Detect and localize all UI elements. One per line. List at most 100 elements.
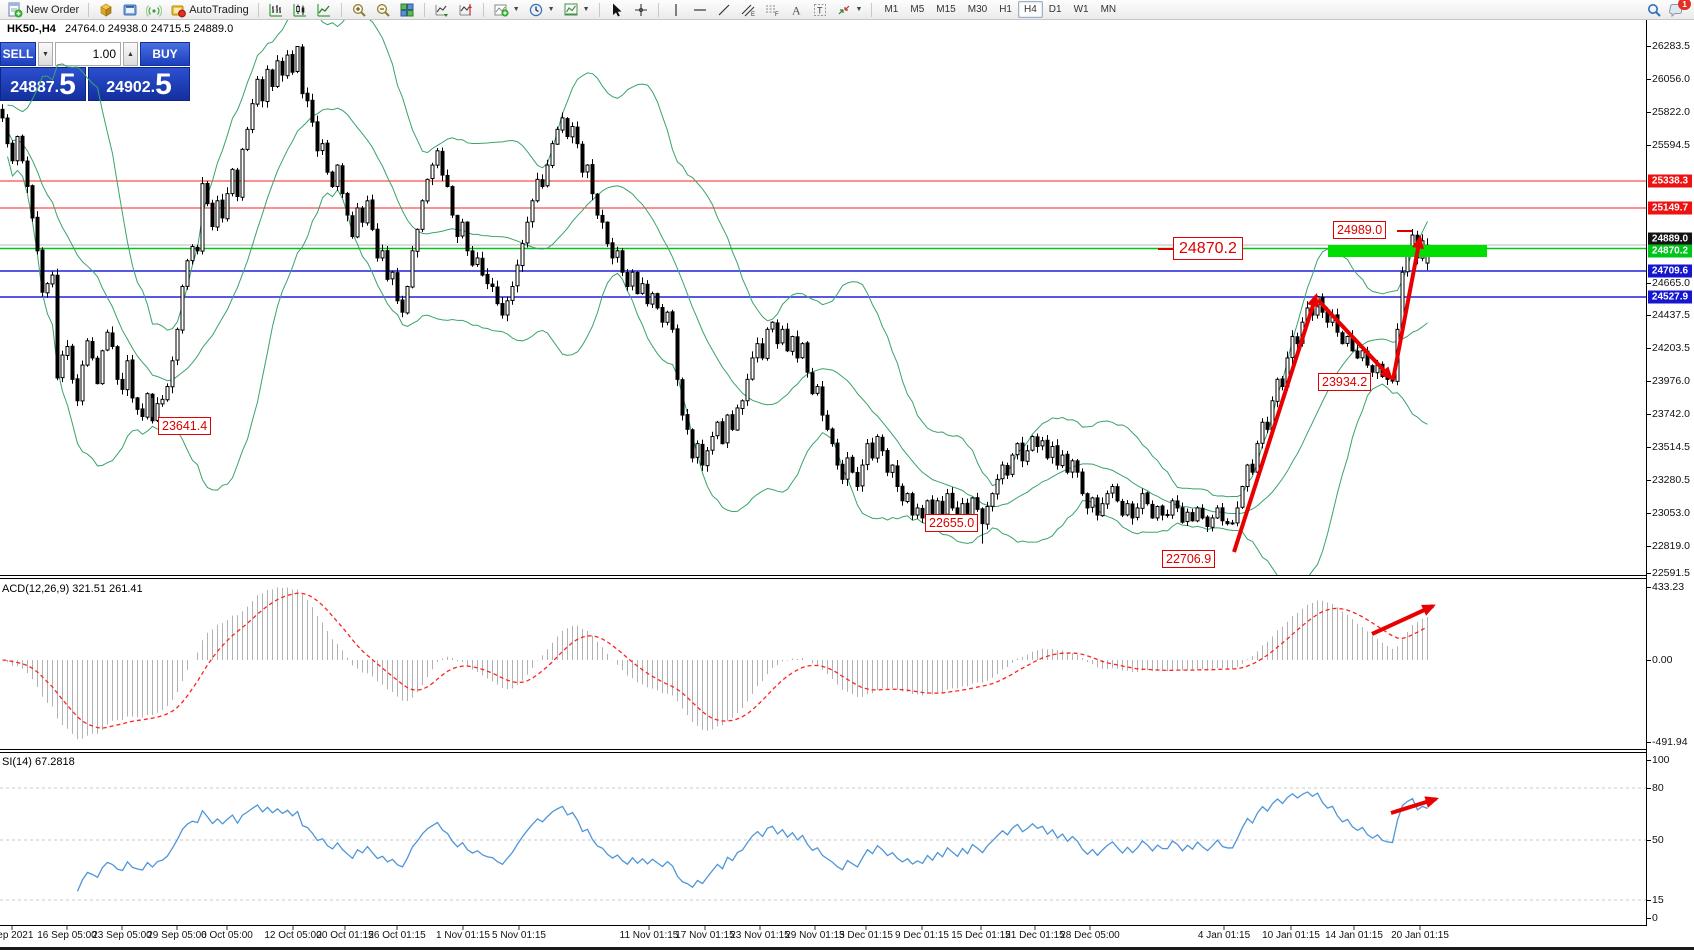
timeframe-m15[interactable]: M15 bbox=[936, 4, 956, 15]
bar-chart-button[interactable] bbox=[265, 1, 287, 19]
price-annotation[interactable]: 24989.0 bbox=[1333, 221, 1387, 239]
rsi-pane-canvas[interactable] bbox=[0, 753, 1646, 925]
toolbar-right: 1 bbox=[1646, 0, 1691, 18]
date-axis-label: 23 Nov 01:15 bbox=[730, 930, 790, 941]
date-axis-label: 9 Dec 01:15 bbox=[895, 930, 949, 941]
price-annotation[interactable]: 23934.2 bbox=[1318, 373, 1372, 391]
tile-windows-button[interactable] bbox=[396, 1, 418, 19]
axis-tick bbox=[1646, 46, 1651, 47]
zoom-in-button[interactable] bbox=[348, 1, 370, 19]
svg-text:E: E bbox=[751, 12, 755, 18]
date-axis-label: 21 Dec 01:15 bbox=[1005, 930, 1065, 941]
add-indicator-icon bbox=[494, 4, 509, 17]
rsi-indicator-label: SI(14) 67.2818 bbox=[2, 756, 75, 768]
timeframe-mn[interactable]: MN bbox=[1100, 4, 1117, 15]
buy-price[interactable]: 24902. 5 bbox=[88, 67, 190, 101]
buy-button[interactable]: BUY bbox=[140, 42, 190, 66]
price-annotation[interactable]: 24870.2 bbox=[1173, 237, 1243, 260]
date-axis-label: 23 Sep 05:00 bbox=[92, 930, 152, 941]
add-indicator-button[interactable]: ▼ bbox=[490, 1, 523, 19]
price-axis-label: 24437.5 bbox=[1652, 309, 1690, 321]
line-chart-button[interactable] bbox=[313, 1, 335, 19]
autotrading-button[interactable]: AutoTrading bbox=[167, 1, 252, 19]
macd-axis-label: 0.00 bbox=[1652, 654, 1673, 666]
volume-increase-button[interactable]: ▲ bbox=[123, 42, 138, 66]
crosshair-tool[interactable] bbox=[630, 1, 652, 19]
price-annotation[interactable]: 22655.0 bbox=[925, 514, 979, 532]
date-axis-label: 29 Sep 05:00 bbox=[147, 930, 207, 941]
price-annotation[interactable]: 22706.9 bbox=[1162, 550, 1216, 568]
macd-axis-label: -491.94 bbox=[1652, 736, 1688, 748]
one-click-trading-panel: SELL ▼ ▲ BUY 24887.5 24902.5 bbox=[0, 42, 190, 101]
toolbar-separator bbox=[340, 2, 342, 17]
text-label-tool[interactable]: T bbox=[809, 1, 831, 19]
horizontal-line-tool[interactable] bbox=[689, 1, 711, 19]
timeframe-w1[interactable]: W1 bbox=[1073, 4, 1089, 15]
text-tool[interactable]: A bbox=[785, 1, 807, 19]
date-axis-label: 1 Nov 01:15 bbox=[436, 930, 490, 941]
new-order-button[interactable]: New Order bbox=[4, 1, 82, 19]
search-icon[interactable] bbox=[1646, 2, 1662, 18]
date-axis-label: 29 Nov 01:15 bbox=[785, 930, 845, 941]
zoom-out-button[interactable] bbox=[372, 1, 394, 19]
date-axis-label: 5 Nov 01:15 bbox=[492, 930, 546, 941]
date-tick bbox=[176, 926, 178, 930]
timeframe-m30[interactable]: M30 bbox=[967, 4, 988, 15]
volume-decrease-button[interactable]: ▼ bbox=[38, 42, 53, 66]
price-annotation[interactable]: 23641.4 bbox=[158, 417, 212, 435]
candlestick-chart-button[interactable] bbox=[289, 1, 311, 19]
date-tick bbox=[344, 926, 346, 930]
dropdown-caret: ▼ bbox=[547, 6, 555, 13]
timeframe-h4[interactable]: H4 bbox=[1017, 1, 1043, 18]
date-tick bbox=[1034, 926, 1036, 930]
shapes-tool[interactable]: ▼ bbox=[833, 1, 866, 19]
toolbar-separator bbox=[657, 2, 659, 17]
timeframe-m1[interactable]: M1 bbox=[884, 4, 899, 15]
price-level-badge: 24870.2 bbox=[1648, 244, 1692, 258]
channel-tool[interactable]: E bbox=[737, 1, 759, 19]
vertical-line-tool[interactable] bbox=[665, 1, 687, 19]
macd-pane-canvas[interactable] bbox=[0, 579, 1646, 748]
toolbar-separator bbox=[257, 2, 259, 17]
trendline-tool[interactable] bbox=[713, 1, 735, 19]
date-tick bbox=[518, 926, 520, 930]
pane-separator[interactable] bbox=[0, 575, 1647, 576]
window-bottom-edge bbox=[0, 947, 1694, 950]
signals-button[interactable] bbox=[143, 1, 165, 19]
notification-badge: 1 bbox=[1678, 0, 1691, 10]
date-axis-label: 20 Jan 01:15 bbox=[1391, 930, 1449, 941]
pane-separator[interactable] bbox=[0, 749, 1647, 750]
vertical-line-icon bbox=[674, 3, 677, 16]
period-button[interactable]: ▼ bbox=[525, 1, 558, 19]
macd-axis-label: 433.23 bbox=[1652, 581, 1685, 593]
market-watch-button[interactable] bbox=[95, 1, 117, 19]
date-tick bbox=[121, 926, 123, 930]
notifications-button[interactable]: 1 bbox=[1668, 0, 1691, 18]
price-axis-label: 26056.0 bbox=[1652, 73, 1690, 85]
volume-input[interactable] bbox=[55, 42, 121, 66]
fibonacci-tool[interactable]: F bbox=[761, 1, 783, 19]
date-axis-label: 6 Oct 05:00 bbox=[201, 930, 253, 941]
timeframe-d1[interactable]: D1 bbox=[1048, 4, 1062, 15]
sell-price[interactable]: 24887. 5 bbox=[0, 67, 86, 101]
market-cube-icon bbox=[100, 3, 112, 17]
auto-scroll-icon bbox=[435, 4, 448, 17]
date-axis-label: 26 Oct 01:15 bbox=[368, 930, 426, 941]
date-axis-line bbox=[0, 925, 1647, 926]
main-chart-canvas[interactable] bbox=[0, 20, 1646, 575]
trendline-icon bbox=[718, 4, 729, 15]
date-tick bbox=[396, 926, 398, 930]
template-button[interactable]: ▼ bbox=[560, 1, 593, 19]
dropdown-caret: ▼ bbox=[855, 6, 863, 13]
auto-scroll-button[interactable] bbox=[431, 1, 453, 19]
pane-separator[interactable] bbox=[0, 578, 1647, 579]
pane-separator[interactable] bbox=[0, 752, 1647, 753]
chart-shift-button[interactable] bbox=[455, 1, 477, 19]
sell-button[interactable]: SELL bbox=[0, 42, 36, 66]
date-tick bbox=[1419, 926, 1421, 930]
terminal-button[interactable] bbox=[119, 1, 141, 19]
cursor-tool[interactable] bbox=[606, 1, 628, 19]
timeframe-m5[interactable]: M5 bbox=[910, 4, 925, 15]
timeframe-h1[interactable]: H1 bbox=[999, 4, 1012, 15]
